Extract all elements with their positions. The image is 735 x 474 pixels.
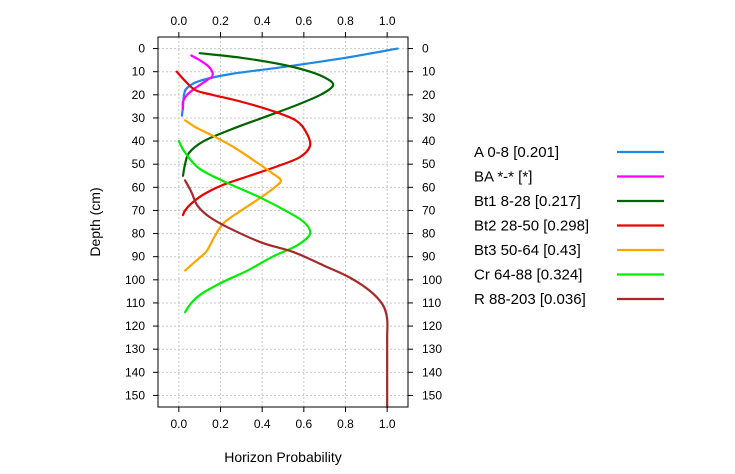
grid-lines: [158, 37, 408, 407]
y-tick-label-right: 30: [422, 111, 436, 125]
y-tick-label-left: 110: [126, 296, 145, 310]
legend-label-5: Cr 64-88 [0.324]: [474, 267, 582, 284]
y-tick-label-right: 10: [422, 65, 436, 79]
series-line-3: [175, 70, 312, 217]
y-tick-label-left: 70: [132, 203, 146, 217]
plot-frame: [157, 36, 409, 408]
y-tick-label-right: 120: [422, 319, 442, 333]
y-tick-label-right: 100: [422, 273, 442, 287]
y-tick-label-left: 60: [132, 180, 146, 194]
tick-labels: 0.0 0.0 0.2 0.2 0.4 0.4 0.6 0.6 0.8 0.8 1.0 1.0 0 0 10…: [125, 14, 442, 431]
x-tick-label-bottom: 0.0: [170, 417, 187, 431]
x-tick-label-top: 0.0: [170, 14, 187, 28]
y-tick-label-left: 20: [132, 88, 146, 102]
y-tick-label-left: 40: [132, 134, 146, 148]
legend-label-0: A 0-8 [0.201]: [474, 144, 559, 161]
legend: A 0-8 [0.201] BA *-* [*] Bt1 8-28 [0.217] B…: [474, 144, 664, 308]
x-tick-label-bottom: 0.2: [212, 417, 229, 431]
series-line-6: [183, 179, 389, 409]
series-lines: [175, 47, 399, 409]
series-line-4: [183, 119, 283, 272]
x-tick-label-top: 0.4: [254, 14, 271, 28]
y-tick-label-left: 30: [132, 111, 146, 125]
y-tick-label-right: 40: [422, 134, 436, 148]
axis-ticks: [153, 32, 413, 412]
legend-label-1: BA *-* [*]: [474, 169, 532, 186]
x-tick-label-top: 0.2: [212, 14, 229, 28]
y-tick-label-right: 110: [422, 296, 441, 310]
y-tick-label-left: 0: [138, 42, 145, 56]
y-tick-label-right: 70: [422, 203, 436, 217]
y-tick-label-left: 50: [132, 157, 146, 171]
series-line-5: [177, 139, 312, 314]
y-tick-label-right: 150: [422, 388, 442, 402]
series-line-2: [181, 52, 335, 177]
x-tick-label-bottom: 1.0: [379, 417, 396, 431]
y-tick-label-left: 130: [125, 342, 145, 356]
x-tick-label-top: 0.8: [337, 14, 354, 28]
y-tick-label-left: 100: [125, 273, 145, 287]
x-tick-label-bottom: 0.8: [337, 417, 354, 431]
y-tick-label-right: 90: [422, 250, 436, 264]
y-tick-label-right: 130: [422, 342, 442, 356]
x-tick-label-top: 1.0: [379, 14, 396, 28]
x-tick-label-top: 0.6: [295, 14, 312, 28]
y-tick-label-left: 90: [132, 250, 146, 264]
y-tick-label-right: 0: [422, 42, 429, 56]
y-tick-label-right: 80: [422, 227, 436, 241]
y-tick-label-left: 120: [125, 319, 145, 333]
y-tick-label-left: 150: [125, 388, 145, 402]
y-tick-label-left: 10: [132, 65, 146, 79]
legend-label-3: Bt2 28-50 [0.298]: [474, 218, 589, 235]
x-tick-label-bottom: 0.4: [254, 417, 271, 431]
x-tick-label-bottom: 0.6: [295, 417, 312, 431]
legend-label-4: Bt3 50-64 [0.43]: [474, 242, 581, 259]
y-tick-label-right: 50: [422, 157, 436, 171]
series-line-0: [180, 47, 399, 117]
legend-label-2: Bt1 8-28 [0.217]: [474, 193, 581, 210]
y-tick-label-right: 20: [422, 88, 436, 102]
legend-label-6: R 88-203 [0.036]: [474, 291, 586, 308]
y-tick-label-left: 80: [132, 227, 146, 241]
series-line-1: [181, 54, 214, 110]
y-tick-label-right: 60: [422, 180, 436, 194]
x-axis-title: Horizon Probability: [224, 449, 342, 465]
y-tick-label-right: 140: [422, 365, 442, 379]
y-axis-title: Depth (cm): [87, 187, 103, 256]
y-tick-label-left: 140: [125, 365, 145, 379]
